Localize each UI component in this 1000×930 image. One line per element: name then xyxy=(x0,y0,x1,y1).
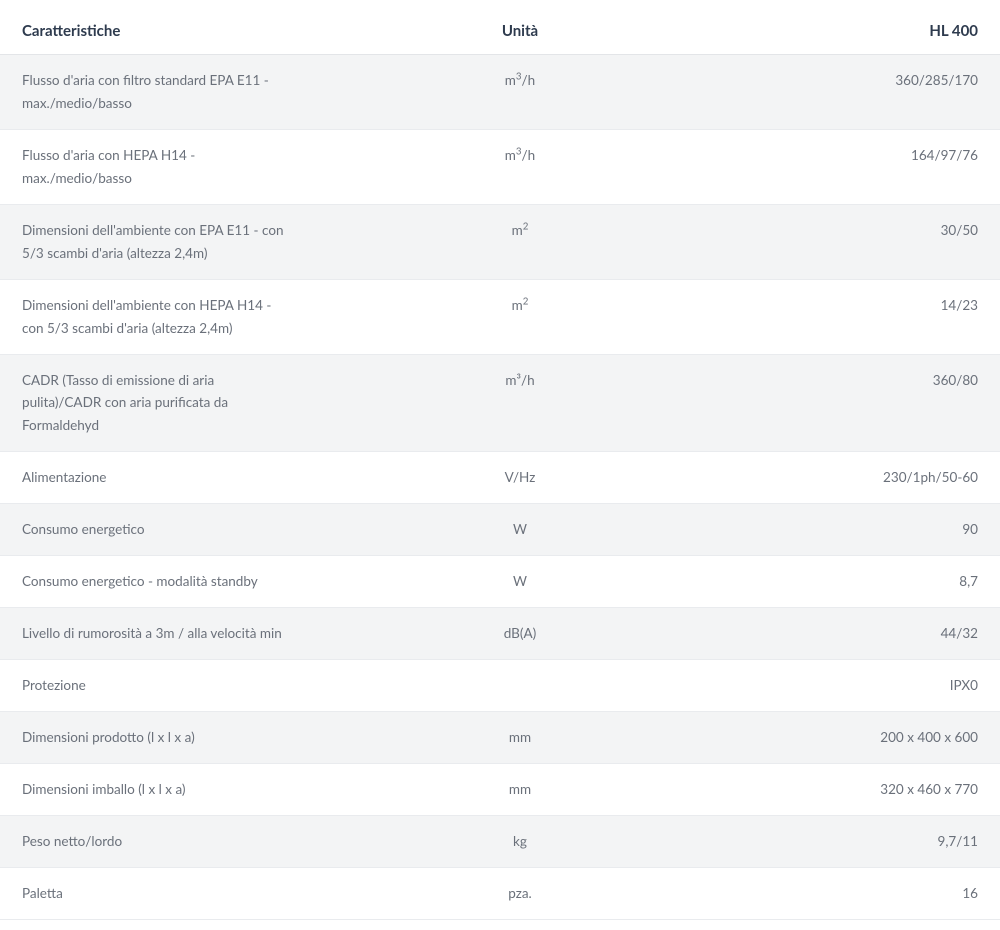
cell-value: 200 x 400 x 600 xyxy=(640,712,1000,764)
cell-unit: m2 xyxy=(400,204,640,279)
cell-unit: m2 xyxy=(400,279,640,354)
cell-unit: dB(A) xyxy=(400,608,640,660)
cell-characteristic: Consumo energetico xyxy=(0,504,400,556)
table-row: Flusso d'aria con filtro standard EPA E1… xyxy=(0,55,1000,130)
cell-characteristic: Protezione xyxy=(0,660,400,712)
cell-value: 230/1ph/50-60 xyxy=(640,452,1000,504)
table-body: Flusso d'aria con filtro standard EPA E1… xyxy=(0,55,1000,920)
cell-value: 9,7/11 xyxy=(640,815,1000,867)
cell-value: 164/97/76 xyxy=(640,129,1000,204)
cell-value: 30/50 xyxy=(640,204,1000,279)
cell-characteristic: Dimensioni dell'ambiente con EPA E11 - c… xyxy=(0,204,400,279)
cell-characteristic: Dimensioni dell'ambiente con HEPA H14 -c… xyxy=(0,279,400,354)
header-value: HL 400 xyxy=(640,10,1000,55)
header-unit: Unità xyxy=(400,10,640,55)
cell-unit: mm xyxy=(400,712,640,764)
cell-characteristic: Alimentazione xyxy=(0,452,400,504)
cell-unit: m³/h xyxy=(400,354,640,452)
cell-unit: W xyxy=(400,504,640,556)
table-row: CADR (Tasso di emissione di ariapulita)/… xyxy=(0,354,1000,452)
cell-value: 360/80 xyxy=(640,354,1000,452)
cell-characteristic: Paletta xyxy=(0,867,400,919)
cell-characteristic: Flusso d'aria con filtro standard EPA E1… xyxy=(0,55,400,130)
cell-value: 90 xyxy=(640,504,1000,556)
cell-characteristic: CADR (Tasso di emissione di ariapulita)/… xyxy=(0,354,400,452)
table-row: Protezione IPX0 xyxy=(0,660,1000,712)
cell-characteristic: Dimensioni prodotto (l x l x a) xyxy=(0,712,400,764)
cell-characteristic: Peso netto/lordo xyxy=(0,815,400,867)
cell-unit: m3/h xyxy=(400,55,640,130)
table-row: Palettapza.16 xyxy=(0,867,1000,919)
cell-unit: V/Hz xyxy=(400,452,640,504)
table-row: Dimensioni prodotto (l x l x a)mm200 x 4… xyxy=(0,712,1000,764)
cell-value: 14/23 xyxy=(640,279,1000,354)
table-row: AlimentazioneV/Hz230/1ph/50-60 xyxy=(0,452,1000,504)
cell-value: 320 x 460 x 770 xyxy=(640,763,1000,815)
cell-unit: pza. xyxy=(400,867,640,919)
table-header-row: Caratteristiche Unità HL 400 xyxy=(0,10,1000,55)
cell-unit xyxy=(400,660,640,712)
cell-value: 16 xyxy=(640,867,1000,919)
cell-value: IPX0 xyxy=(640,660,1000,712)
table-row: Dimensioni imballo (l x l x a)mm320 x 46… xyxy=(0,763,1000,815)
cell-unit: m3/h xyxy=(400,129,640,204)
cell-characteristic: Dimensioni imballo (l x l x a) xyxy=(0,763,400,815)
table-row: Dimensioni dell'ambiente con HEPA H14 -c… xyxy=(0,279,1000,354)
cell-characteristic: Livello di rumorosità a 3m / alla veloci… xyxy=(0,608,400,660)
cell-value: 360/285/170 xyxy=(640,55,1000,130)
table-row: Flusso d'aria con HEPA H14 -max./medio/b… xyxy=(0,129,1000,204)
table-row: Livello di rumorosità a 3m / alla veloci… xyxy=(0,608,1000,660)
table-row: Consumo energeticoW90 xyxy=(0,504,1000,556)
cell-characteristic: Consumo energetico - modalità standby xyxy=(0,556,400,608)
cell-characteristic: Flusso d'aria con HEPA H14 -max./medio/b… xyxy=(0,129,400,204)
specs-table: Caratteristiche Unità HL 400 Flusso d'ar… xyxy=(0,10,1000,920)
cell-value: 44/32 xyxy=(640,608,1000,660)
cell-unit: mm xyxy=(400,763,640,815)
cell-unit: kg xyxy=(400,815,640,867)
table-row: Dimensioni dell'ambiente con EPA E11 - c… xyxy=(0,204,1000,279)
cell-value: 8,7 xyxy=(640,556,1000,608)
header-characteristics: Caratteristiche xyxy=(0,10,400,55)
table-row: Peso netto/lordokg9,7/11 xyxy=(0,815,1000,867)
table-row: Consumo energetico - modalità standbyW8,… xyxy=(0,556,1000,608)
cell-unit: W xyxy=(400,556,640,608)
